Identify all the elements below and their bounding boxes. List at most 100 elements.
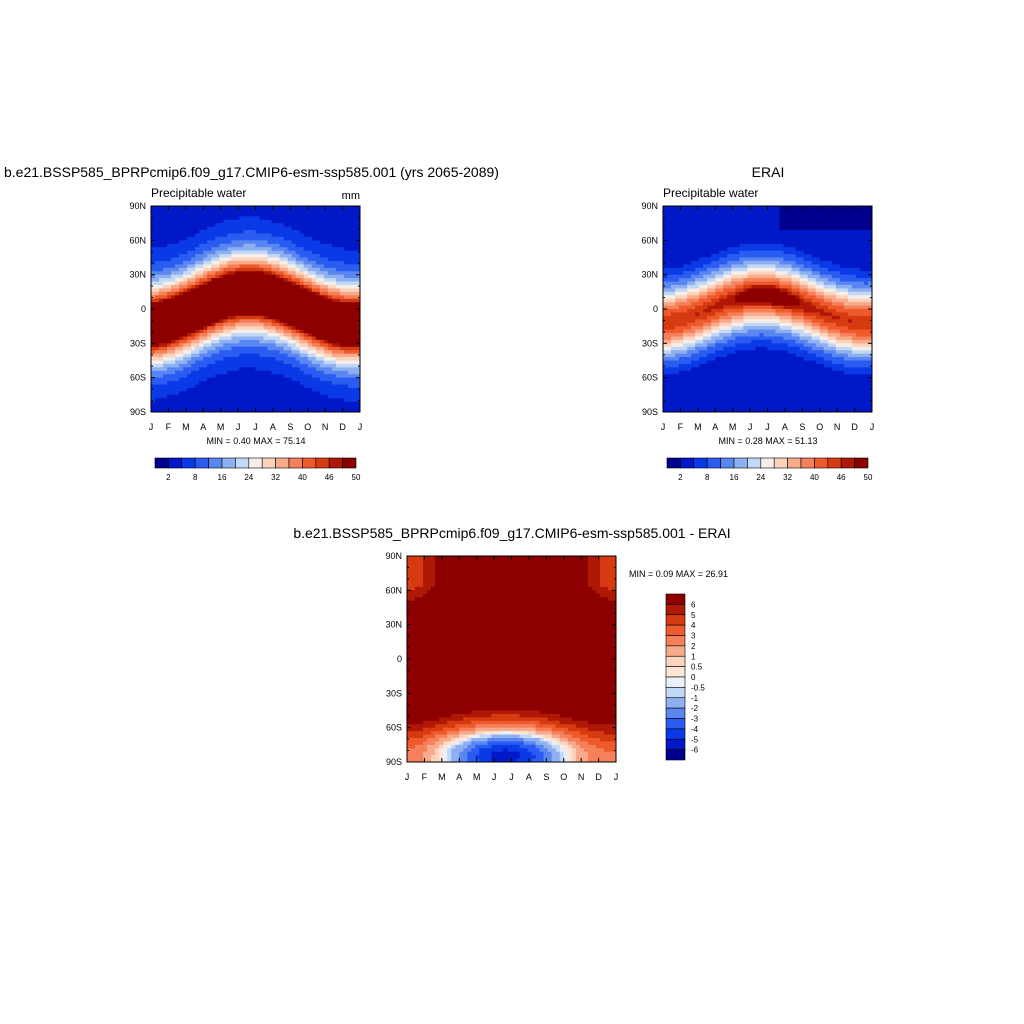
contour-cell	[187, 274, 192, 279]
contour-cell	[343, 278, 349, 283]
contour-cell	[695, 278, 700, 283]
contour-cell	[351, 267, 357, 272]
contour-cell	[183, 223, 188, 228]
contour-cell	[323, 357, 329, 362]
contour-cell	[287, 250, 293, 255]
contour-cell	[767, 250, 773, 255]
contour-cell	[731, 367, 736, 372]
contour-cell	[683, 333, 688, 338]
contour-cell	[175, 339, 180, 344]
contour-cell	[351, 401, 357, 406]
contour-cell	[743, 288, 748, 293]
contour-cell	[163, 212, 168, 217]
contour-cell	[335, 295, 341, 300]
contour-cell	[183, 322, 188, 327]
contour-cell	[159, 264, 164, 269]
contour-cell	[747, 271, 753, 276]
contour-cell	[751, 305, 757, 310]
contour-cell	[287, 271, 293, 276]
contour-cell	[695, 260, 700, 265]
contour-cell	[179, 360, 184, 365]
contour-cell	[191, 247, 196, 252]
contour-cell	[351, 302, 357, 307]
contour-cell	[759, 226, 765, 231]
contour-cell	[267, 391, 273, 396]
contour-cell	[727, 278, 732, 283]
contour-cell	[179, 302, 184, 307]
contour-cell	[663, 216, 668, 221]
y-tick-label: 90S	[130, 407, 146, 417]
contour-cell	[191, 267, 196, 272]
contour-cell	[315, 209, 321, 214]
contour-cell	[323, 223, 329, 228]
contour-cell	[743, 357, 748, 362]
contour-cell	[215, 360, 220, 365]
contour-cell	[219, 322, 224, 327]
contour-cell	[763, 274, 769, 279]
contour-cell	[355, 408, 360, 412]
contour-cell	[743, 267, 748, 272]
contour-cell	[331, 295, 337, 300]
contour-cell	[191, 360, 196, 365]
contour-cell	[335, 271, 341, 276]
contour-cell	[663, 343, 668, 348]
contour-cell	[739, 309, 744, 314]
contour-cell	[663, 350, 668, 355]
contour-cell	[687, 401, 692, 406]
contour-cell	[263, 315, 269, 320]
contour-cell	[207, 370, 212, 375]
contour-cell	[235, 243, 241, 248]
contour-cell	[175, 247, 180, 252]
contour-cell	[323, 360, 329, 365]
contour-cell	[343, 319, 349, 324]
contour-cell	[311, 206, 317, 211]
contour-cell	[203, 284, 208, 289]
contour-cell	[347, 254, 353, 259]
contour-cell	[219, 326, 224, 331]
contour-cell	[223, 394, 228, 399]
contour-cell	[343, 374, 349, 379]
contour-cell	[771, 281, 777, 286]
contour-cell	[235, 315, 241, 320]
contour-cell	[235, 216, 241, 221]
contour-cell	[287, 236, 293, 241]
contour-cell	[759, 257, 765, 262]
contour-cell	[163, 329, 168, 334]
contour-cell	[351, 322, 357, 327]
contour-cell	[331, 315, 337, 320]
contour-cell	[711, 233, 716, 238]
contour-cell	[315, 206, 321, 211]
contour-cell	[351, 360, 357, 365]
contour-cell	[227, 209, 232, 214]
contour-cell	[735, 401, 740, 406]
contour-cell	[771, 212, 777, 217]
contour-cell	[723, 223, 728, 228]
contour-cell	[187, 254, 192, 259]
contour-cell	[203, 391, 208, 396]
contour-cell	[287, 264, 293, 269]
contour-cell	[151, 295, 156, 300]
contour-cell	[299, 295, 305, 300]
contour-cell	[243, 309, 249, 314]
contour-cell	[251, 350, 257, 355]
contour-cell	[319, 271, 325, 276]
contour-cell	[267, 357, 273, 362]
contour-cell	[763, 271, 769, 276]
contour-cell	[271, 326, 277, 331]
contour-cell	[771, 319, 777, 324]
contour-cell	[671, 370, 676, 375]
contour-cell	[331, 257, 337, 262]
contour-cell	[275, 243, 281, 248]
contour-cell	[671, 315, 676, 320]
contour-cell	[727, 401, 732, 406]
contour-cell	[155, 291, 160, 296]
contour-cell	[331, 357, 337, 362]
contour-cell	[179, 343, 184, 348]
contour-cell	[291, 343, 297, 348]
contour-cell	[671, 408, 676, 412]
contour-cell	[351, 357, 357, 362]
contour-cell	[739, 240, 744, 245]
contour-cell	[191, 254, 196, 259]
contour-cell	[695, 212, 700, 217]
contour-cell	[351, 333, 357, 338]
